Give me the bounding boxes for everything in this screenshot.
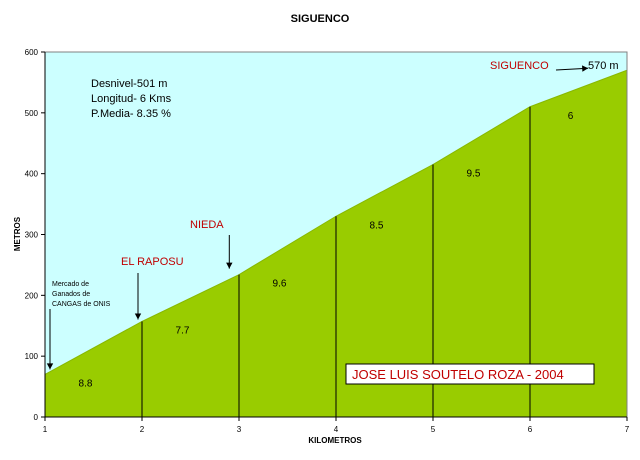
y-tick-label: 300 xyxy=(25,231,39,240)
x-tick-label: 5 xyxy=(431,425,436,434)
segment-grade-label: 9.5 xyxy=(467,169,481,180)
stat-line: P.Media- 8.35 % xyxy=(91,108,171,120)
y-tick-label: 100 xyxy=(25,352,39,361)
x-tick-label: 3 xyxy=(237,425,242,434)
pointer-arrow xyxy=(555,65,589,72)
credit-label: JOSE LUIS SOUTELO ROZA - 2004 xyxy=(352,367,564,382)
segment-grade-label: 8.5 xyxy=(370,220,384,231)
credit-box-frame xyxy=(345,363,595,385)
terrain-layer: 8.8 7.7 9.6 8.5 9.5 6 xyxy=(44,69,628,417)
arrow-head xyxy=(582,65,589,72)
x-tick-label: 1 xyxy=(43,425,48,434)
y-tick-label: 500 xyxy=(25,109,39,118)
raposu-label: EL RAPOSU xyxy=(121,256,184,268)
siguenco-label: SIGUENCO xyxy=(490,60,549,72)
credit-box: JOSE LUIS SOUTELO ROZA - 2004 xyxy=(345,363,595,385)
x-tick-label: 2 xyxy=(140,425,145,434)
nieda-label: NIEDA xyxy=(190,219,224,231)
pointer-arrow xyxy=(226,235,233,269)
pointer-arrow xyxy=(134,273,142,320)
segment-grade-label: 8.8 xyxy=(79,378,93,389)
mercado-label-line: CANGAS de ONIS xyxy=(52,301,111,308)
pointer-arrow xyxy=(46,309,54,370)
x-tick-label: 4 xyxy=(334,425,339,434)
chart-title: SIGUENCO xyxy=(291,13,350,25)
mercado-label-line: Mercado de xyxy=(52,281,89,288)
summit-elevation-label: 570 m xyxy=(588,60,619,72)
segment-grade-label: 9.6 xyxy=(273,279,287,290)
segment-grade-label: 6 xyxy=(568,111,574,122)
x-axis-title: KILOMETROS xyxy=(308,436,362,445)
y-tick-label: 400 xyxy=(25,170,39,179)
annotation-layer: Mercado de Ganados de CANGAS de ONIS EL RAP… xyxy=(46,60,619,370)
mercado-label-line: Ganados de xyxy=(52,291,90,298)
axes-layer: 0 100 200 300 400 500 600 1 2 3 4 5 6 7 xyxy=(25,48,630,434)
x-tick-label: 7 xyxy=(625,425,630,434)
stat-line: Longitud- 6 Kms xyxy=(91,93,172,105)
stat-line: Desnivel-501 m xyxy=(91,78,167,90)
y-axis-title: METROS xyxy=(13,216,22,251)
y-tick-label: 0 xyxy=(34,413,39,422)
arrow-head xyxy=(226,262,233,269)
y-tick-label: 200 xyxy=(25,291,39,300)
arrow-head xyxy=(46,363,54,370)
y-tick-label: 600 xyxy=(25,48,39,57)
stats-block: Desnivel-501 m Longitud- 6 Kms P.Media- 8.… xyxy=(91,78,172,120)
segment-grade-label: 7.7 xyxy=(176,325,190,336)
x-tick-label: 6 xyxy=(528,425,533,434)
arrow-head xyxy=(134,313,142,320)
